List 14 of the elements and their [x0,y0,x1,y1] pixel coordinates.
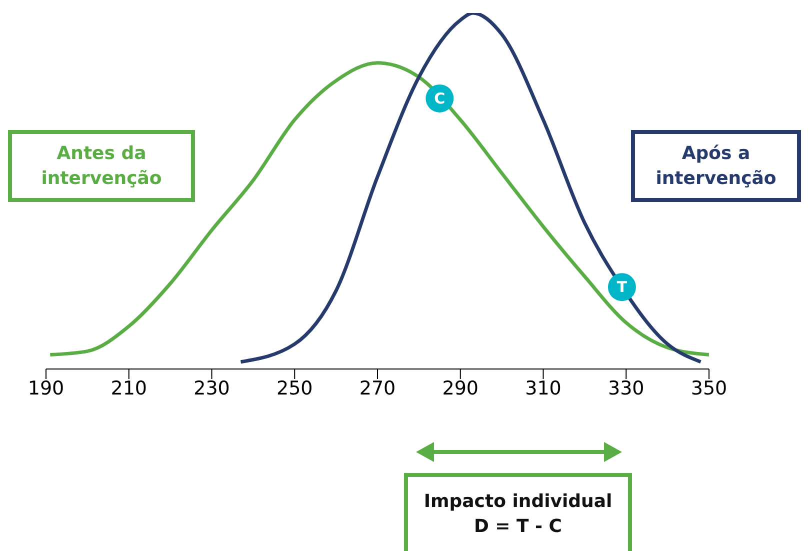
x-tick-label: 330 [608,377,644,400]
x-tick-label: 250 [276,377,313,400]
x-tick-label: 350 [690,377,728,400]
x-tick-label: 270 [359,377,396,400]
x-tick-label: 290 [442,377,479,400]
x-tick-label: 210 [110,377,148,400]
x-tick-label: 310 [525,377,562,400]
annotation: C [434,89,446,108]
x-tick-label: 190 [28,377,64,400]
text: Impacto individual D = T - C [404,473,632,551]
text: Antes da intervenção [8,130,195,202]
x-tick-label: 230 [194,377,230,400]
annotation: T [616,278,628,296]
text: Após a intervenção [631,130,801,202]
